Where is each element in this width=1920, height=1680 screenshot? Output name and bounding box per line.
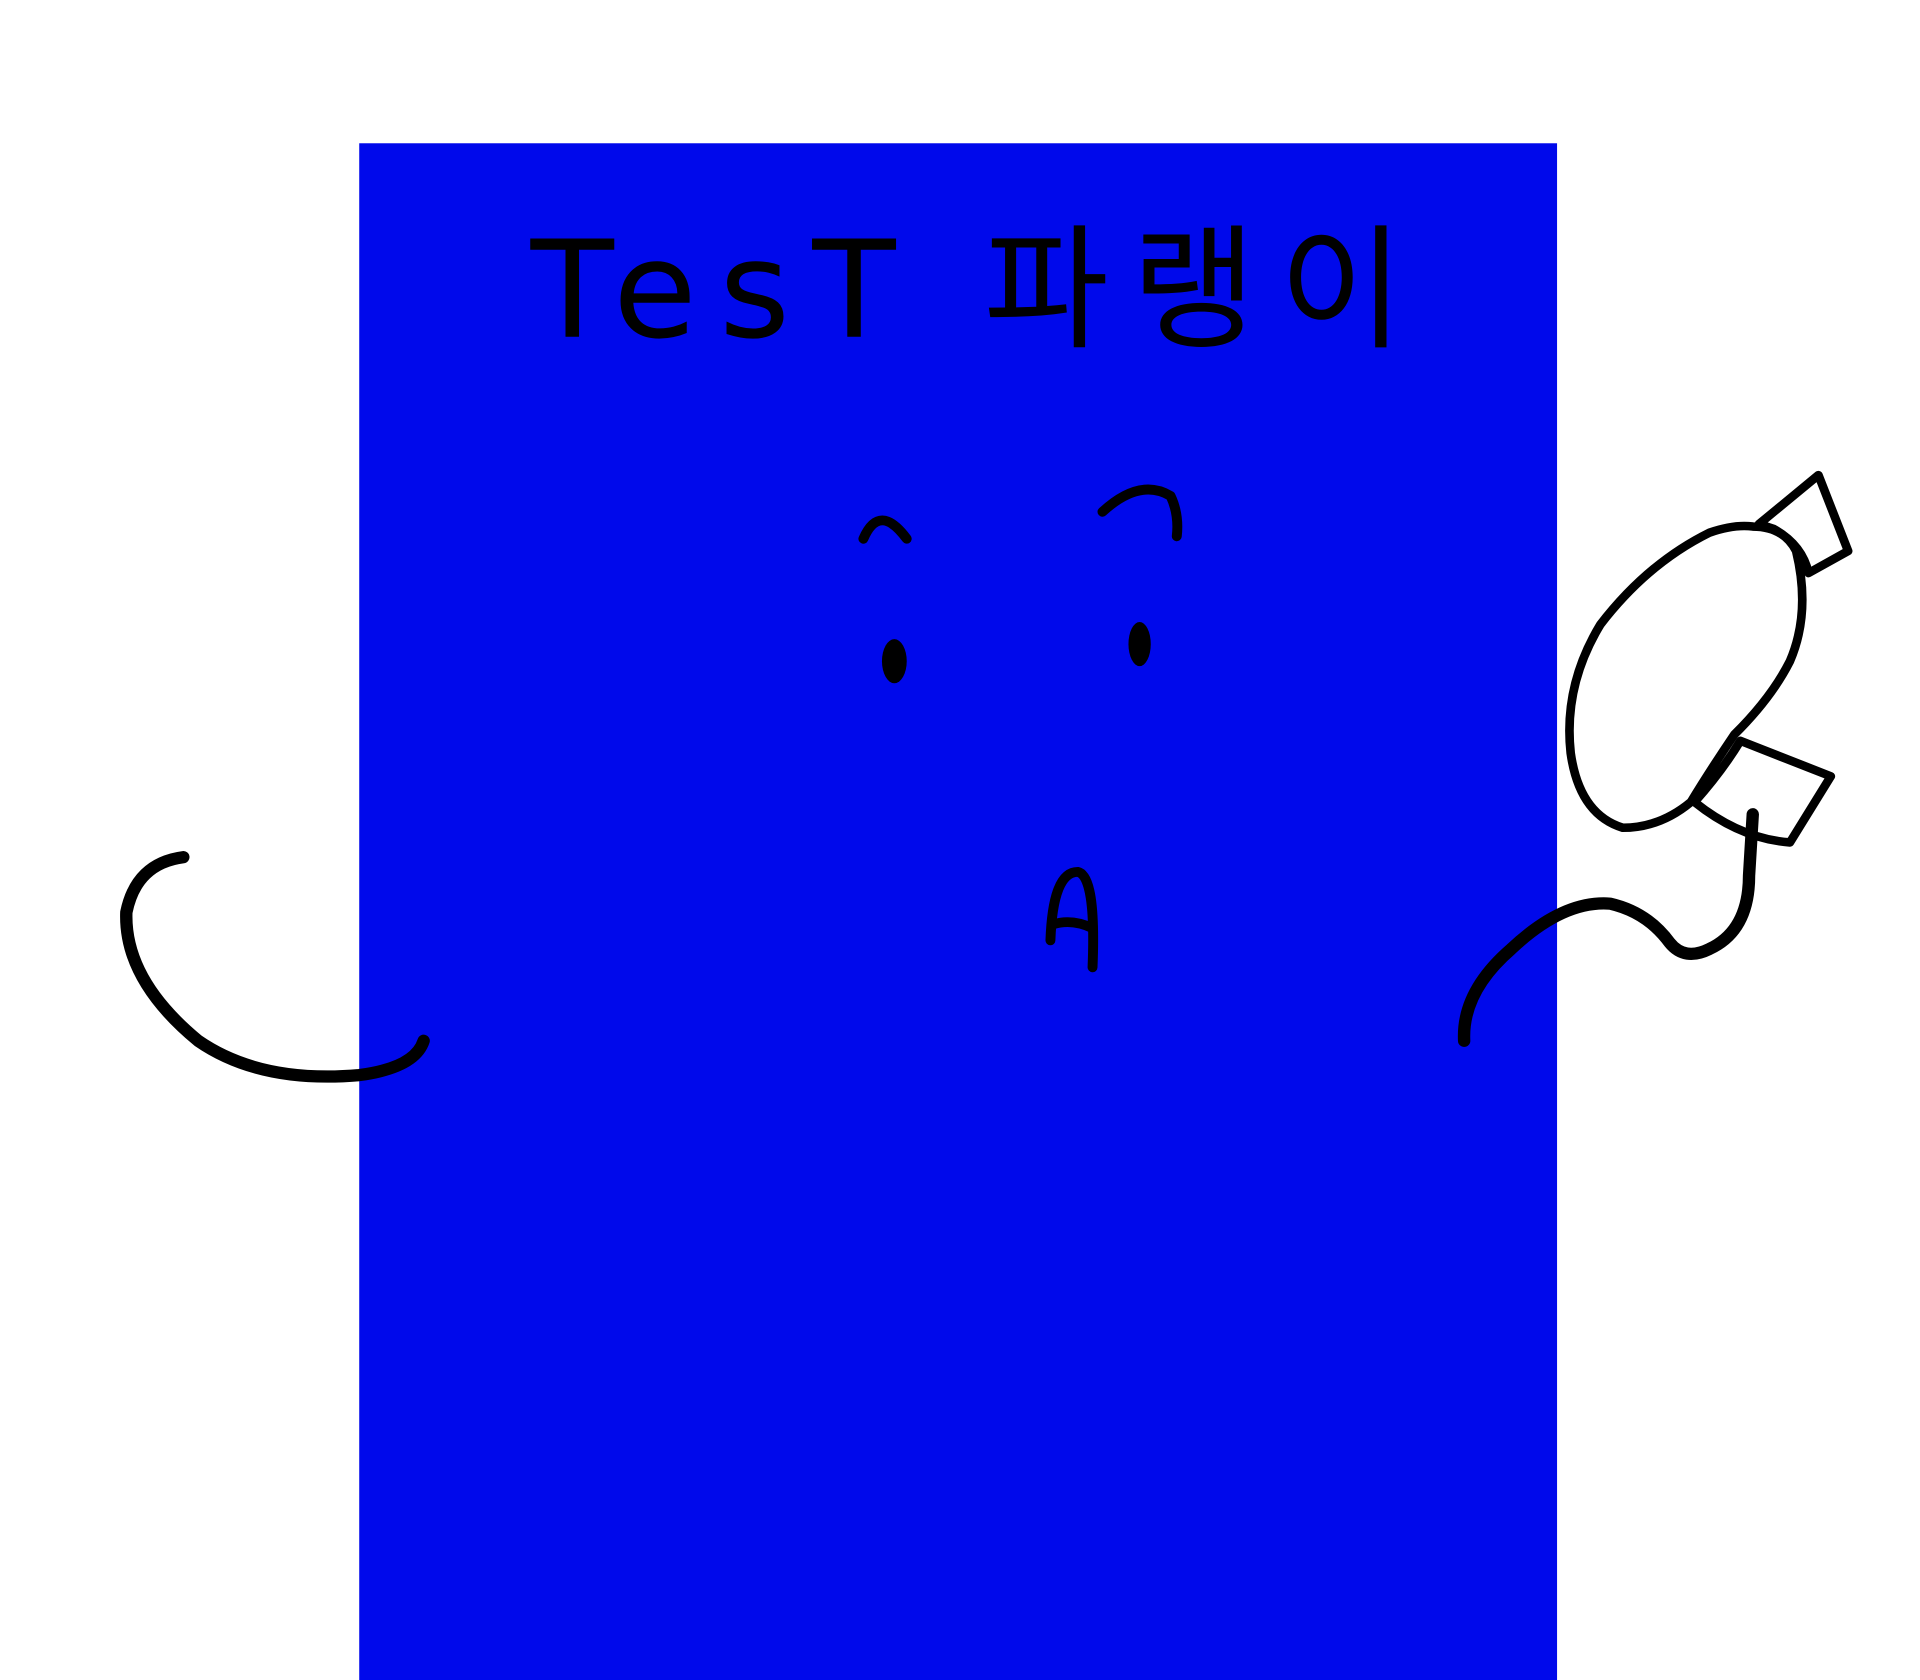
title: TesT 파랭이 [530, 211, 1427, 368]
left-eye [881, 639, 907, 684]
left-arm [120, 851, 430, 1083]
left-eyebrow [858, 515, 912, 544]
dryer-nozzle [1754, 470, 1853, 578]
right-arm [1457, 808, 1759, 1047]
dryer-body [1565, 521, 1807, 833]
blue-body [359, 143, 1558, 1680]
dryer-handle [1690, 736, 1836, 847]
mouth [1045, 866, 1099, 973]
right-eyebrow [1097, 484, 1183, 542]
right-eye [1128, 622, 1151, 667]
